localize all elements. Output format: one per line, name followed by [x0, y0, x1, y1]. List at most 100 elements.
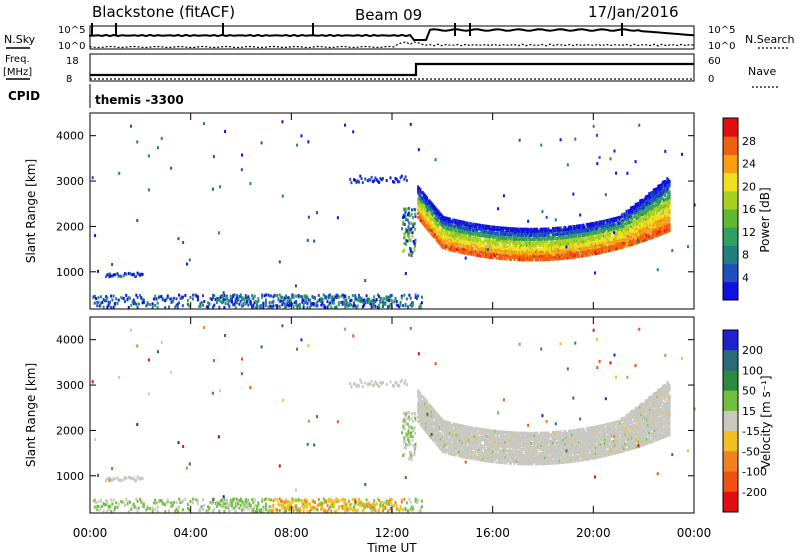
velocity-pixel: [442, 435, 445, 439]
velocity-pixel: [450, 430, 453, 434]
power-pixel: [570, 253, 573, 257]
power-pixel: [453, 249, 456, 253]
power-pixel: [321, 299, 324, 303]
power-pixel: [355, 305, 358, 309]
velocity-pixel: [427, 424, 430, 428]
power-pixel: [636, 216, 639, 220]
power-pixel: [559, 232, 562, 236]
power-pixel: [278, 293, 281, 297]
power-pixel: [551, 239, 554, 243]
power-pixel: [379, 299, 382, 303]
power-pixel: [654, 201, 657, 205]
velocity-pixel: [422, 408, 425, 412]
velocity-pixel: [425, 429, 428, 433]
power-pixel: [631, 236, 634, 240]
power-pixel: [624, 226, 627, 230]
velocity-pixel: [491, 447, 494, 451]
power-pixel: [528, 254, 531, 258]
power-pixel: [666, 178, 669, 182]
power-pixel: [368, 297, 371, 301]
power-pixel: [614, 245, 617, 249]
power-pixel: [485, 255, 488, 259]
power-pixel: [175, 303, 178, 307]
power-pixel: [633, 233, 636, 237]
power-pixel: [671, 249, 674, 253]
power-pixel: [548, 235, 551, 239]
power-pixel: [547, 249, 550, 253]
power-pixel: [508, 235, 511, 239]
power-pixel: [188, 304, 191, 308]
power-pixel: [664, 216, 667, 220]
power-pixel: [438, 238, 441, 242]
velocity-pixel: [473, 441, 476, 445]
power-pixel: [564, 250, 567, 254]
power-pixel: [258, 304, 261, 308]
power-pixel: [491, 256, 494, 260]
power-pixel: [320, 303, 323, 307]
power-pixel: [533, 252, 536, 256]
velocity-pixel: [488, 433, 491, 437]
power-pixel: [521, 258, 524, 262]
power-pixel: [421, 211, 424, 215]
freq-unit: [MHz]: [3, 67, 32, 78]
power-pixel: [555, 241, 558, 245]
power-pixel: [666, 219, 669, 223]
power-pixel: [211, 187, 214, 191]
velocity-pixel: [490, 455, 493, 459]
power-pixel: [656, 209, 659, 213]
power-pixel: [664, 224, 667, 228]
power-pixel: [579, 236, 582, 240]
velocity-pixel: [493, 439, 496, 443]
power-pixel: [635, 229, 638, 233]
velocity-pixel: [428, 405, 431, 409]
power-pixel: [374, 176, 377, 180]
power-pixel: [573, 231, 576, 235]
velocity-pixel: [504, 451, 507, 455]
power-pixel: [604, 248, 607, 252]
power-pixel: [630, 206, 633, 210]
power-pixel: [548, 247, 551, 251]
power-pixel: [667, 196, 670, 200]
power-pixel: [570, 251, 573, 255]
power-pixel: [443, 240, 446, 244]
power-pixel: [503, 257, 506, 261]
power-pixel: [553, 229, 556, 233]
power-pixel: [642, 202, 645, 206]
power-pixel: [667, 213, 670, 217]
velocity-pixel: [464, 437, 467, 441]
power-pixel: [507, 229, 510, 233]
power-pixel: [627, 229, 630, 233]
power-pixel: [614, 241, 617, 245]
power-pixel: [429, 208, 432, 212]
power-pixel: [413, 241, 416, 245]
power-pixel: [527, 238, 530, 242]
power-pixel: [502, 244, 505, 248]
power-pixel: [541, 233, 544, 237]
power-pixel: [200, 301, 203, 305]
power-pixel: [609, 218, 612, 222]
power-pixel: [419, 218, 422, 222]
power-pixel: [581, 225, 584, 229]
power-pixel: [444, 224, 447, 228]
power-pixel: [460, 238, 463, 242]
power-pixel: [589, 244, 592, 248]
velocity-pixel: [464, 429, 467, 433]
power-pixel: [661, 225, 664, 229]
power-pixel: [389, 176, 392, 180]
power-pixel: [643, 222, 646, 226]
power-pixel: [291, 295, 294, 299]
power-pixel: [638, 228, 641, 232]
power-pixel: [461, 230, 464, 234]
power-pixel: [131, 273, 134, 277]
power-pixel: [547, 251, 550, 255]
power-pixel: [471, 242, 474, 246]
velocity-pixel: [476, 447, 479, 451]
velocity-pixel: [468, 454, 471, 458]
power-pixel: [488, 239, 491, 243]
power-pixel: [423, 214, 426, 218]
velocity-pixel: [485, 428, 488, 432]
velocity-pixel: [422, 427, 425, 431]
power-pixel: [502, 228, 505, 232]
power-pixel: [407, 227, 410, 231]
power-pixel: [604, 241, 607, 245]
